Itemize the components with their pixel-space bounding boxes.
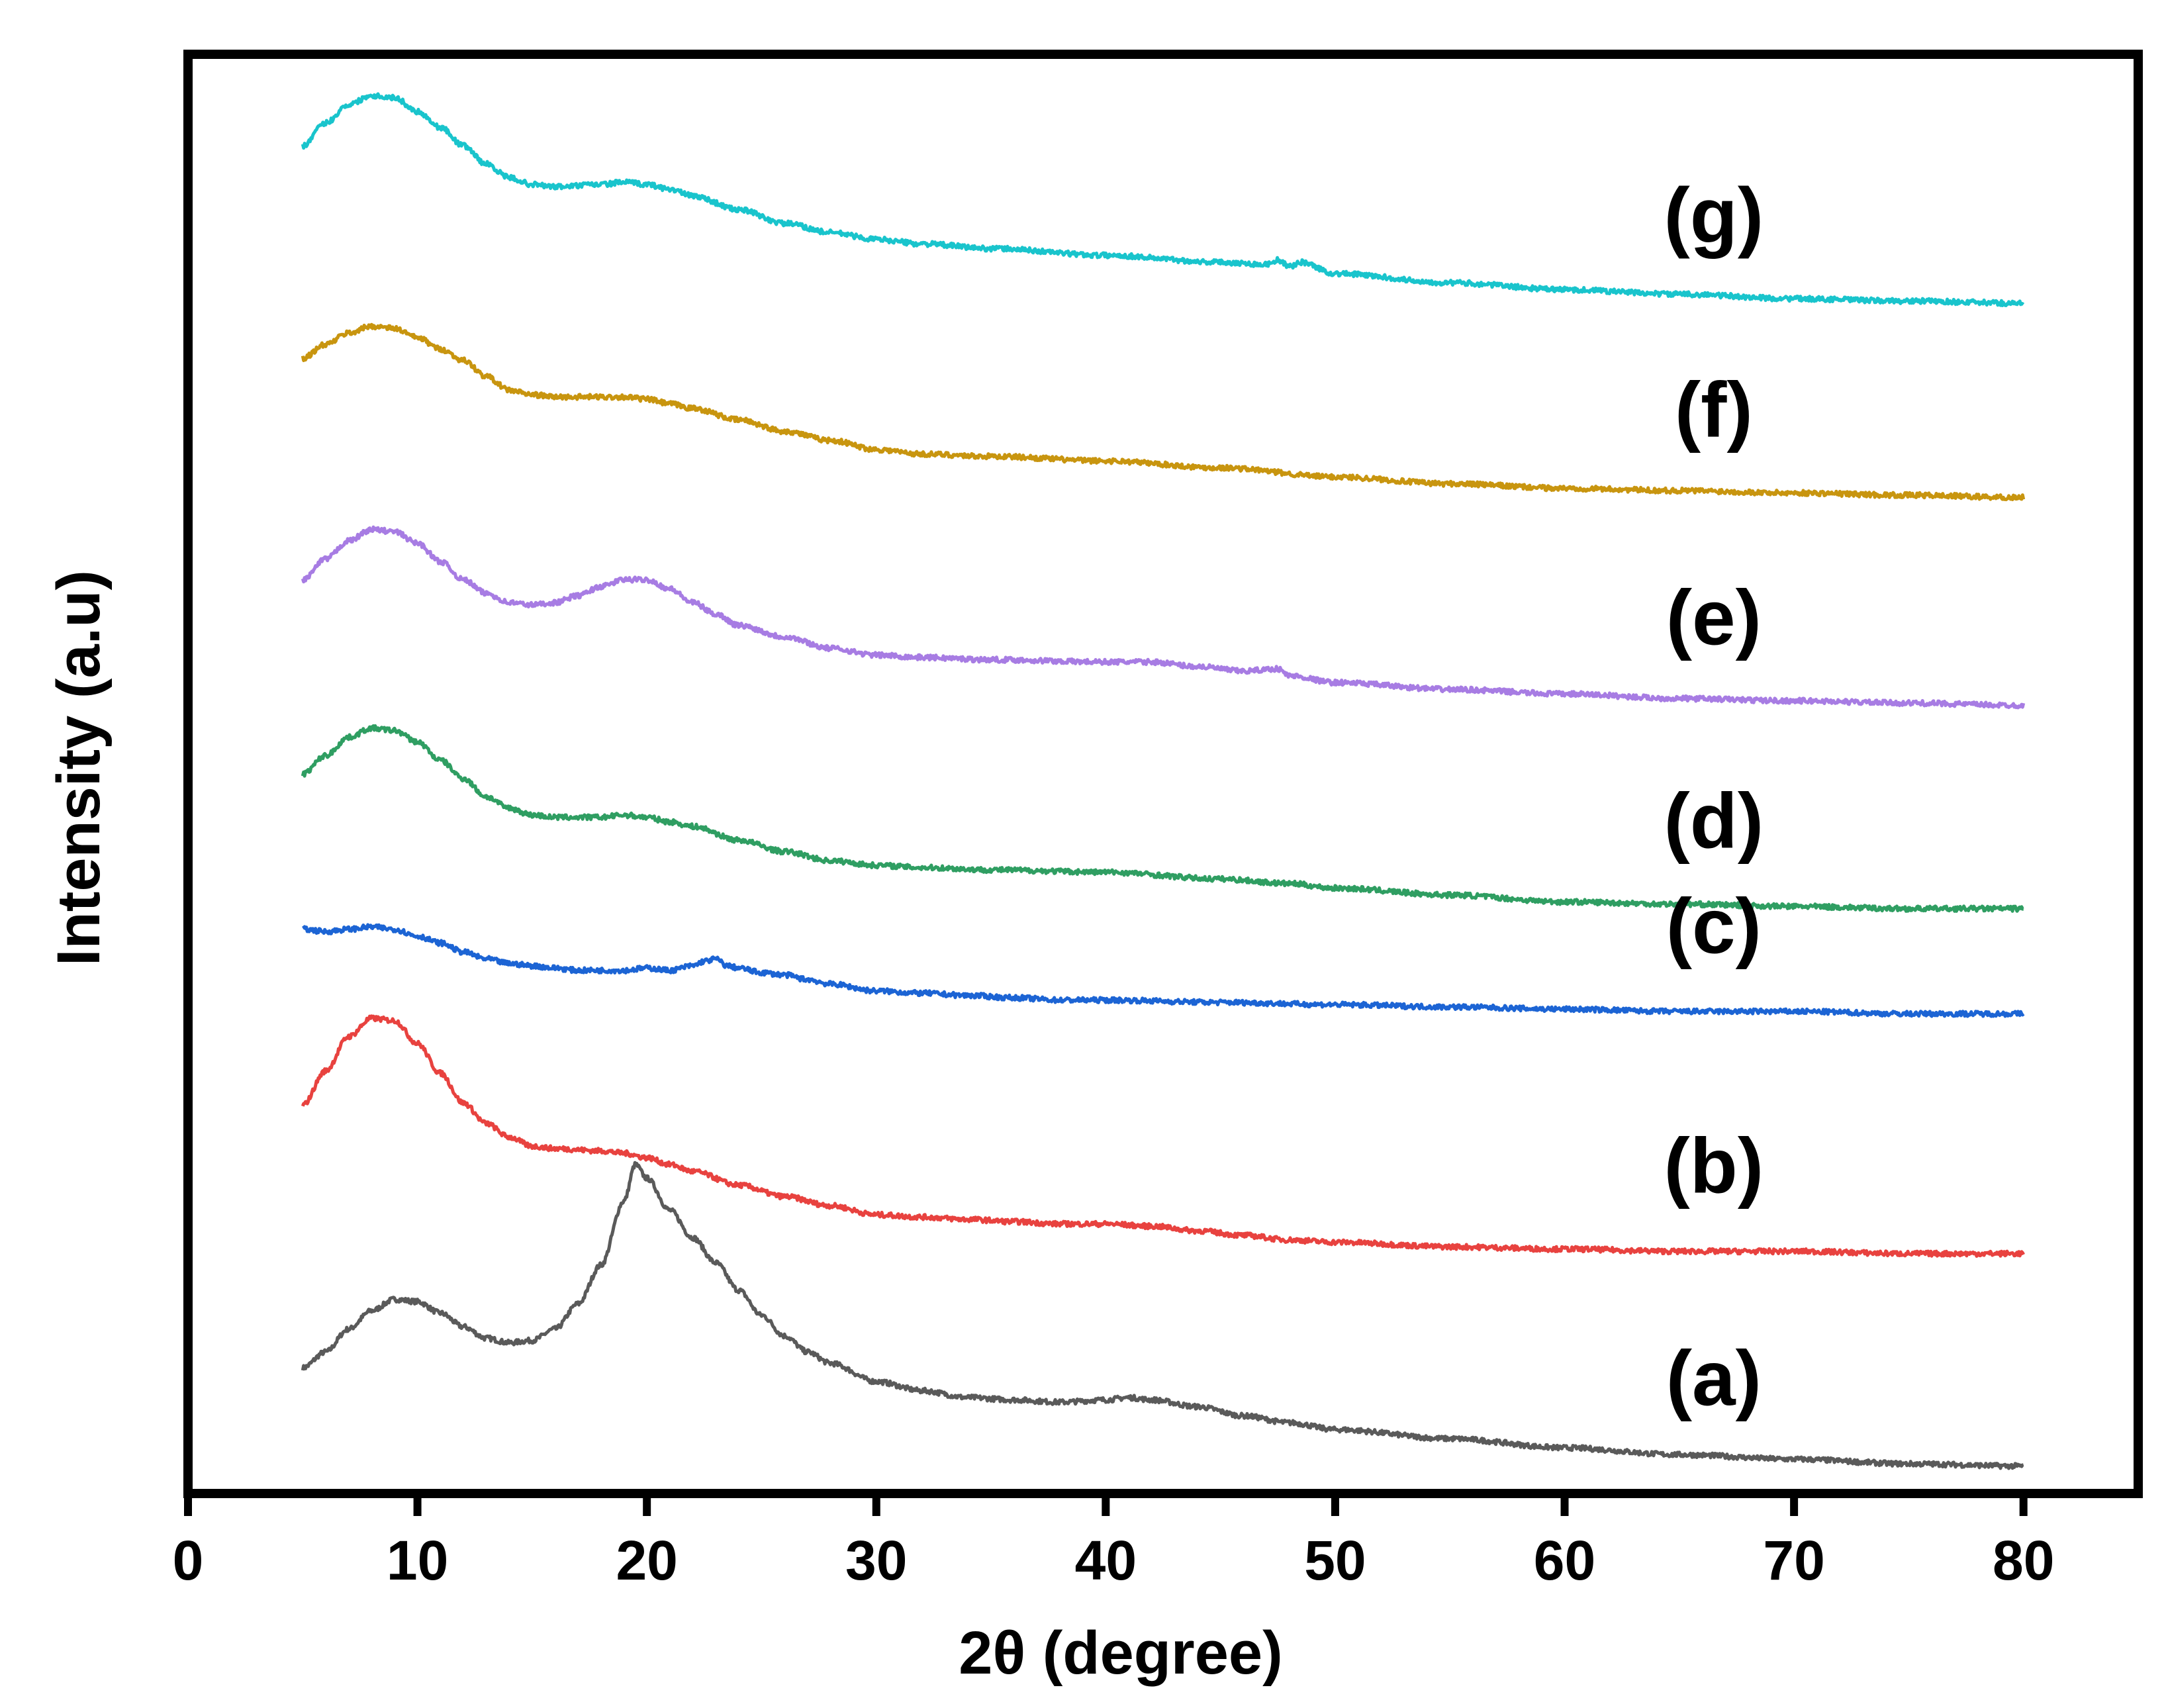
- series-layer: [301, 92, 2026, 1470]
- series-label-f: (f): [1675, 366, 1753, 453]
- series-label-layer: (a) (b) (c) (d) (e) (f) (g): [1664, 172, 1764, 1422]
- series-label-d: (d): [1664, 778, 1764, 865]
- x-tick-label: 70: [1763, 1529, 1824, 1591]
- x-tick-label: 10: [387, 1529, 448, 1591]
- x-tick-label: 20: [616, 1529, 677, 1591]
- x-tick-label: 0: [173, 1529, 204, 1591]
- series-line-c: [302, 923, 2025, 1018]
- x-tick-label: 50: [1304, 1529, 1366, 1591]
- series-label-b: (b): [1664, 1123, 1764, 1210]
- x-tick-label: 80: [1993, 1529, 2054, 1591]
- series-label-a: (a): [1666, 1335, 1762, 1423]
- x-tick-label: 30: [845, 1529, 907, 1591]
- series-label-g: (g): [1664, 172, 1764, 260]
- x-axis-title: 2θ (degree): [959, 1619, 1282, 1687]
- y-axis-title: Intensity (a.u): [45, 570, 113, 966]
- series-line-a: [301, 1161, 2024, 1470]
- series-line-b: [301, 1014, 2025, 1258]
- series-label-e: (e): [1666, 574, 1762, 661]
- series-label-c: (c): [1666, 882, 1762, 970]
- x-tick-label: 40: [1075, 1529, 1137, 1591]
- x-axis: 0 10 20 30 40 50 60 70 80: [173, 1494, 2054, 1591]
- series-line-e: [301, 525, 2026, 710]
- x-tick-label: 60: [1534, 1529, 1595, 1591]
- plot-frame: [183, 50, 2143, 1498]
- series-line-g: [301, 92, 2025, 307]
- series-line-d: [301, 724, 2024, 913]
- series-line-f: [301, 322, 2026, 502]
